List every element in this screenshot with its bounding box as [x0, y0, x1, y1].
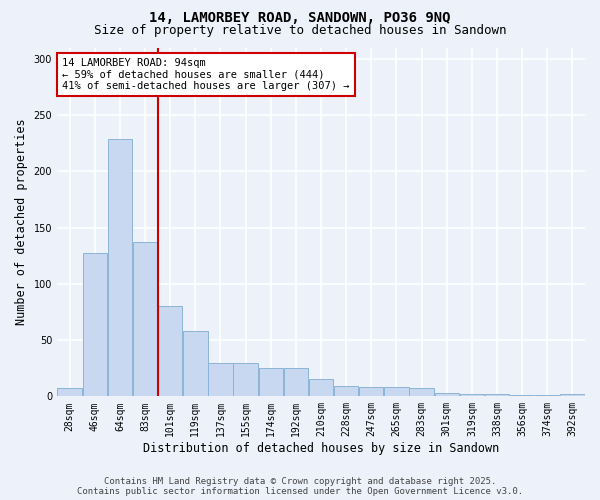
Bar [560, 394, 584, 396]
Text: 14, LAMORBEY ROAD, SANDOWN, PO36 9NQ: 14, LAMORBEY ROAD, SANDOWN, PO36 9NQ [149, 11, 451, 25]
Bar [284, 368, 308, 396]
Bar [108, 138, 132, 396]
Text: 14 LAMORBEY ROAD: 94sqm
← 59% of detached houses are smaller (444)
41% of semi-d: 14 LAMORBEY ROAD: 94sqm ← 59% of detache… [62, 58, 350, 91]
Bar [460, 394, 484, 396]
Bar [83, 254, 107, 396]
Bar [158, 306, 182, 396]
Bar [309, 380, 333, 396]
Bar [259, 368, 283, 396]
Bar [183, 331, 208, 396]
Bar [535, 395, 559, 396]
Bar [409, 388, 434, 396]
Bar [485, 394, 509, 396]
Bar [208, 362, 233, 396]
Text: Size of property relative to detached houses in Sandown: Size of property relative to detached ho… [94, 24, 506, 37]
Bar [510, 395, 535, 396]
Bar [58, 388, 82, 396]
Bar [434, 393, 459, 396]
X-axis label: Distribution of detached houses by size in Sandown: Distribution of detached houses by size … [143, 442, 499, 455]
Bar [384, 388, 409, 396]
Y-axis label: Number of detached properties: Number of detached properties [15, 118, 28, 325]
Bar [233, 362, 258, 396]
Text: Contains HM Land Registry data © Crown copyright and database right 2025.
Contai: Contains HM Land Registry data © Crown c… [77, 476, 523, 496]
Bar [359, 388, 383, 396]
Bar [334, 386, 358, 396]
Bar [133, 242, 157, 396]
